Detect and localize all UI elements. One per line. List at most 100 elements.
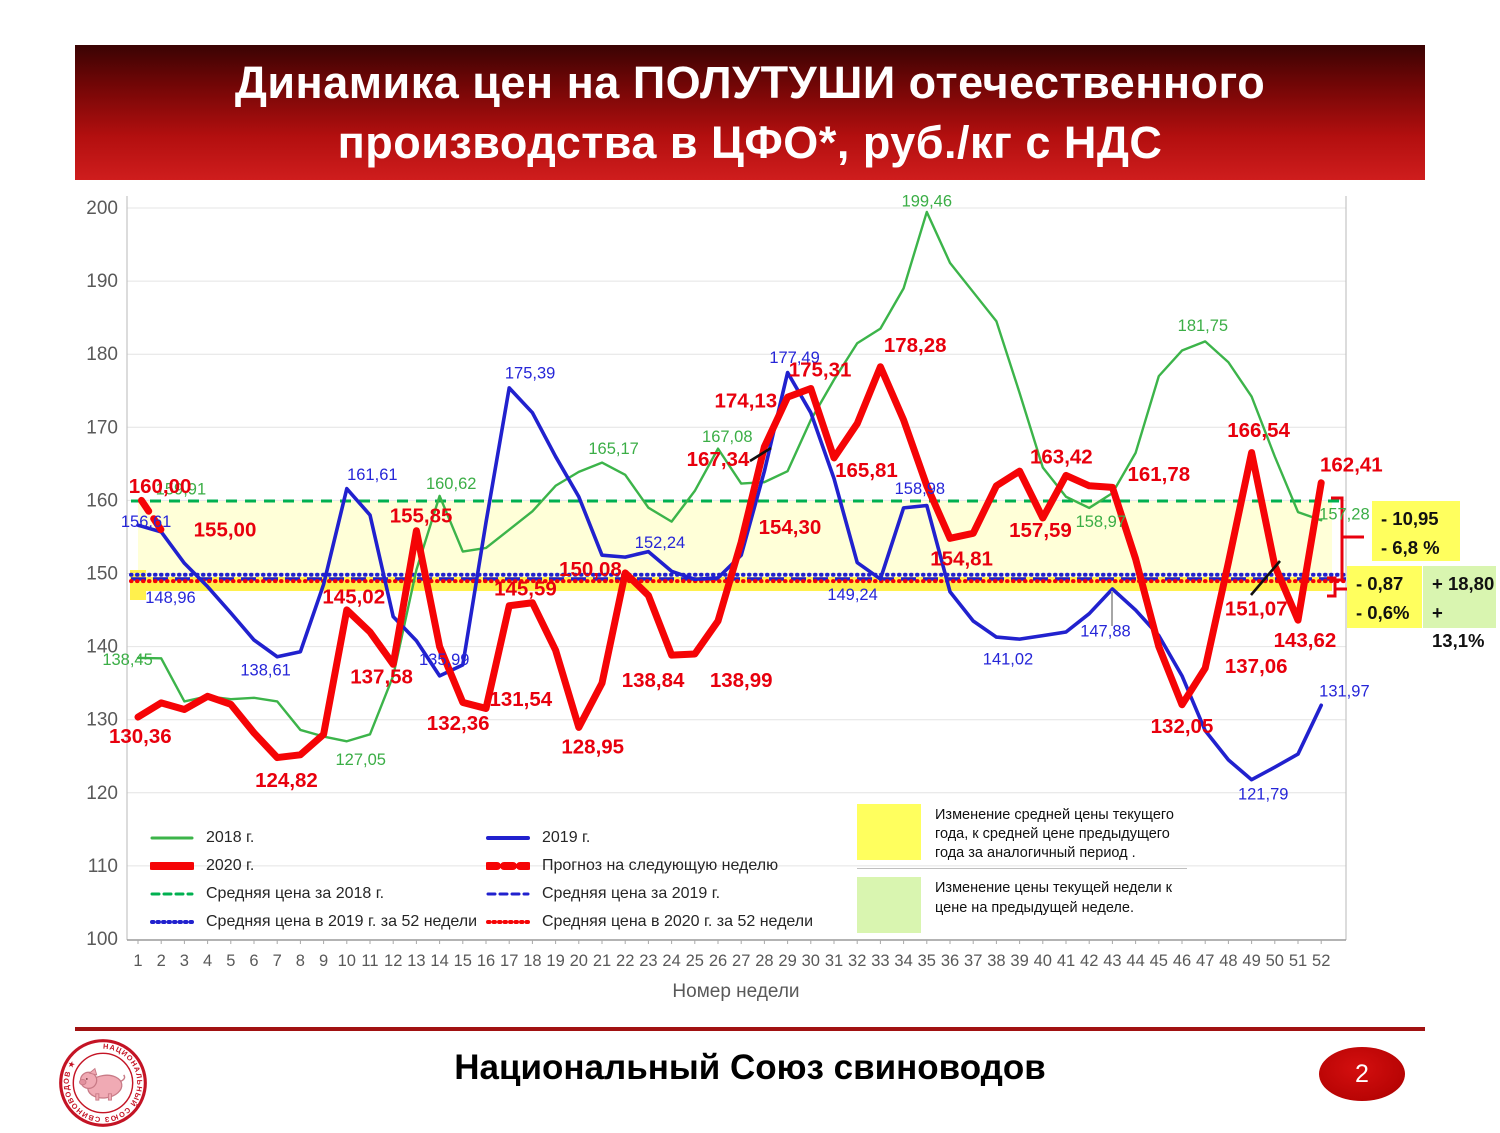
legend-swatch-line (486, 862, 530, 870)
data-label: 150,08 (559, 558, 622, 581)
series-line-2018 (136, 210, 1323, 743)
note-color-swatch (857, 877, 921, 934)
x-tick-label: 17 (500, 952, 518, 970)
x-tick-label: 21 (593, 952, 611, 970)
x-tick-label: 40 (1034, 952, 1052, 970)
page-number-badge: 2 (1319, 1047, 1405, 1101)
data-label: 145,59 (494, 578, 557, 601)
x-tick-label: 8 (296, 952, 305, 970)
series-line-2019 (136, 370, 1323, 782)
x-tick-label: 41 (1057, 952, 1075, 970)
x-tick-label: 12 (384, 952, 402, 970)
x-tick-label: 30 (802, 952, 820, 970)
footer-divider (75, 1027, 1425, 1031)
x-tick-label: 3 (180, 952, 189, 970)
note-color-swatch (857, 804, 921, 860)
x-tick-label: 13 (407, 952, 425, 970)
data-label: 138,84 (622, 669, 685, 692)
x-tick-label: 2 (157, 952, 166, 970)
data-label: 127,05 (335, 751, 385, 769)
data-label: 137,06 (1225, 655, 1288, 678)
x-tick-label: 27 (732, 952, 750, 970)
legend-swatch-line (150, 892, 194, 896)
legend-item-label: Прогноз на следующую неделю (542, 857, 779, 874)
data-label: 175,39 (505, 364, 555, 382)
legend-item: Прогноз на следующую неделю (486, 857, 858, 875)
x-tick-label: 9 (319, 952, 328, 970)
note-text: Изменение цены текущей недели к цене на … (935, 880, 1173, 916)
data-label: 151,07 (1225, 597, 1288, 620)
y-tick-label: 180 (86, 344, 118, 365)
annotation-box-week-change: + 18,80 + 13,1% (1423, 566, 1496, 651)
y-tick-label: 170 (86, 417, 118, 438)
x-tick-label: 11 (361, 952, 378, 970)
legend-item: Средняя цена за 2018 г. (150, 885, 486, 903)
x-tick-label: 35 (918, 952, 936, 970)
legend-item-label: Средняя цена в 2019 г. за 52 недели (206, 913, 478, 930)
x-tick-label: 42 (1080, 952, 1098, 970)
legend-item-label: 2018 г. (206, 829, 255, 846)
legend-swatch-line (150, 920, 194, 924)
y-tick-label: 100 (86, 929, 118, 950)
data-label: 138,61 (240, 661, 290, 679)
data-label: 163,42 (1030, 445, 1093, 468)
x-tick-label: 46 (1173, 952, 1191, 970)
data-label: 174,13 (714, 390, 777, 413)
x-tick-label: 37 (964, 952, 982, 970)
data-label: 155,85 (390, 504, 453, 527)
data-label: 160,62 (426, 475, 476, 493)
data-label: 131,54 (489, 688, 552, 711)
legend-item: 2018 г. (150, 829, 486, 847)
series-line-2020 (134, 363, 1325, 762)
x-tick-label: 1 (133, 952, 142, 970)
data-label: 160,00 (129, 475, 192, 498)
legend-swatch-line (150, 862, 194, 870)
data-label: 157,28 (1319, 506, 1369, 524)
data-label: 161,61 (347, 466, 397, 484)
legend-item: 2019 г. (486, 829, 858, 847)
annotation-box-line: - 6,8 % (1381, 536, 1440, 558)
x-tick-label: 25 (686, 952, 704, 970)
legend-item-label: Средняя цена за 2018 г. (206, 885, 385, 902)
x-tick-label: 16 (477, 952, 495, 970)
title-banner: Динамика цен на ПОЛУТУШИ отечественного … (75, 45, 1425, 180)
legend-item: Средняя цена в 2020 г. за 52 недели (486, 913, 858, 931)
x-tick-label: 47 (1196, 952, 1214, 970)
price-dynamics-chart: 159,91 138,45 127,05 160,62 165,17 167,08 199,… (86, 193, 1382, 1002)
x-tick-label: 23 (639, 952, 657, 970)
x-tick-label: 14 (430, 952, 448, 970)
data-label: 128,95 (561, 735, 624, 758)
data-label: 149,24 (827, 586, 877, 604)
data-label: 141,02 (983, 650, 1033, 668)
annotation-box-line: - 0,6% (1356, 601, 1410, 623)
data-label: 135,99 (419, 651, 469, 669)
y-tick-label: 150 (86, 564, 118, 585)
chart-legend: 2018 г. 2019 г. 2020 г. Прогноз на следу… (150, 824, 858, 936)
x-tick-label: 48 (1219, 952, 1237, 970)
x-tick-label: 5 (226, 952, 235, 970)
data-label: 199,46 (902, 193, 952, 211)
x-tick-label: 51 (1289, 952, 1307, 970)
footer-organization: Национальный Союз свиноводов (454, 1048, 1046, 1087)
legend-item: 2020 г. (150, 857, 486, 875)
x-axis-title: Номер недели (672, 981, 799, 1002)
annotation-box-line: + 13,1% (1432, 601, 1485, 652)
x-tick-label: 10 (338, 952, 356, 970)
x-tick-label: 43 (1103, 952, 1121, 970)
y-tick-label: 120 (86, 783, 118, 804)
note-text: Изменение средней цены текущего года, к … (935, 807, 1174, 862)
x-tick-label: 44 (1126, 952, 1144, 970)
data-label: 166,54 (1227, 419, 1290, 442)
data-label: 178,28 (884, 334, 947, 357)
color-key-note: Изменение средней цены текущего года, к … (857, 802, 1187, 865)
x-tick-label: 39 (1010, 952, 1028, 970)
data-label: 138,99 (710, 669, 773, 692)
data-label: 124,82 (255, 769, 318, 792)
y-tick-label: 110 (88, 856, 118, 877)
data-label: 161,78 (1127, 463, 1190, 486)
x-tick-label: 45 (1150, 952, 1168, 970)
y-tick-label: 160 (86, 490, 118, 511)
x-tick-label: 24 (662, 952, 680, 970)
data-label: 131,97 (1319, 682, 1369, 700)
data-label: 132,36 (427, 712, 490, 735)
